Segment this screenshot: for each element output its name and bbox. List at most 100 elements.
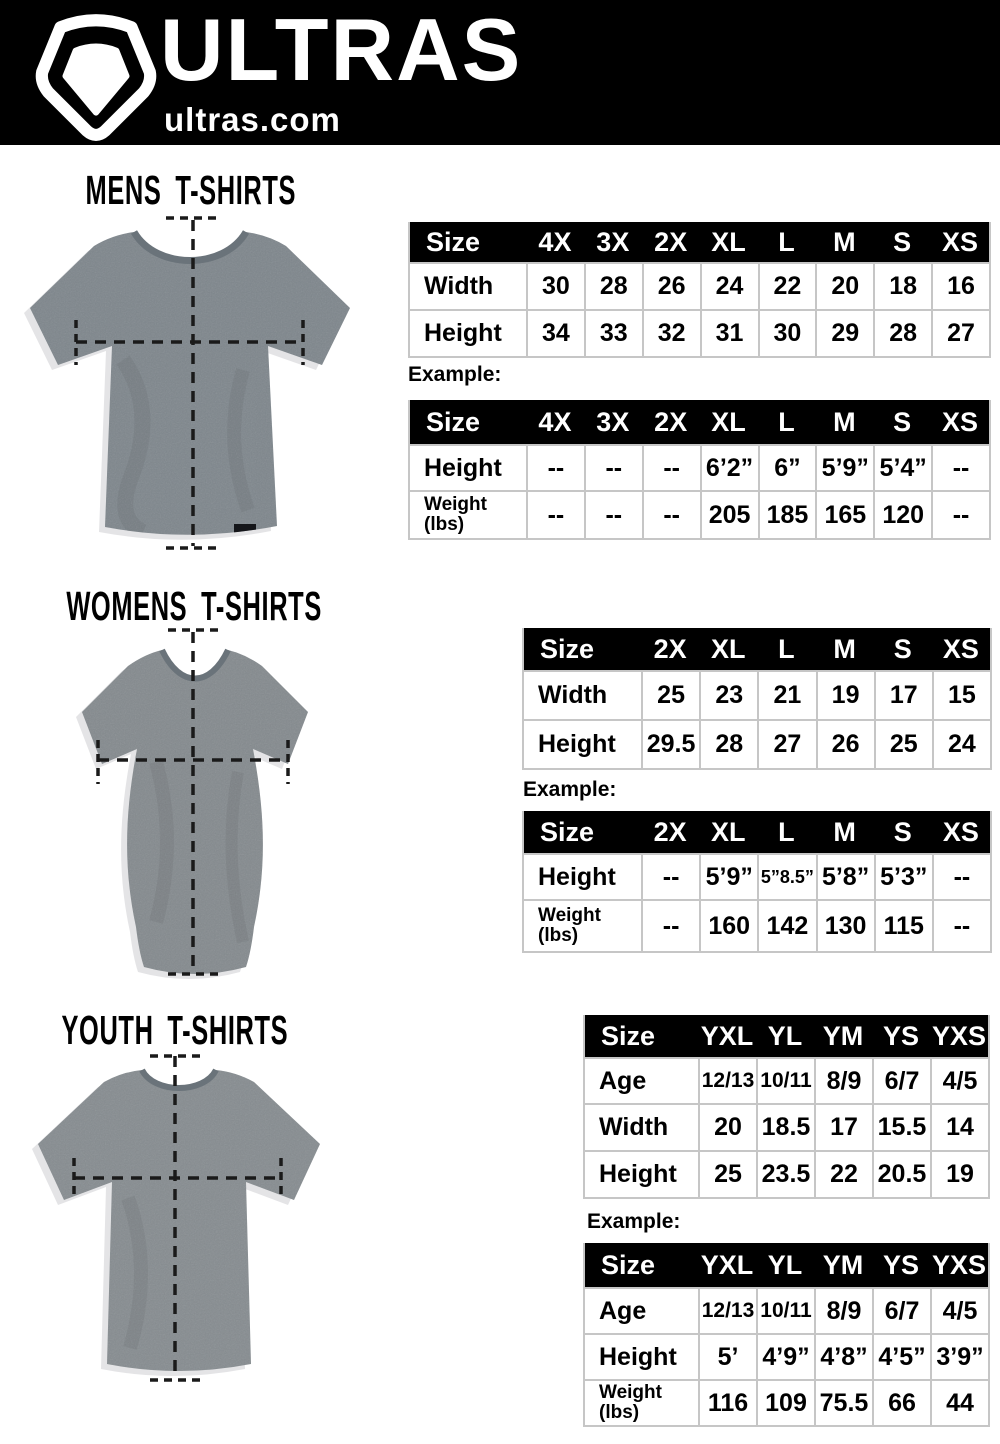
- size-column-header: 3X: [583, 400, 642, 444]
- youth-tshirt-image: [38, 1054, 320, 1382]
- row-label: Width: [524, 670, 641, 719]
- size-column-header: 2X: [641, 400, 700, 444]
- size-column-header: YXL: [698, 1243, 756, 1287]
- size-value-cell: 24: [699, 262, 758, 309]
- size-value-cell: 185: [757, 490, 816, 538]
- youth-example-label: Example:: [587, 1210, 681, 1233]
- womens-section-title: WOMENS T-SHIRTS: [66, 583, 322, 629]
- size-column-header: 3X: [583, 222, 642, 262]
- ultras-pentagon-shield-icon: [35, 14, 157, 141]
- size-value-cell: 115: [873, 899, 932, 951]
- size-value-cell: --: [583, 444, 642, 490]
- size-value-cell: 165: [815, 490, 874, 538]
- size-column-header: XS: [931, 222, 989, 262]
- size-value-cell: 5’3”: [873, 853, 932, 899]
- size-column-header: L: [757, 400, 816, 444]
- measurement-lines: [74, 216, 305, 550]
- size-value-cell: 15.5: [872, 1103, 930, 1150]
- size-value-cell: 8/9: [814, 1287, 872, 1333]
- size-value-cell: 10/11: [756, 1287, 814, 1333]
- measurement-lines: [72, 1054, 283, 1382]
- size-value-cell: 5”8.5”: [757, 853, 816, 899]
- size-value-cell: 5’: [698, 1333, 756, 1379]
- size-value-cell: 29: [815, 309, 874, 356]
- size-header-cell: Size: [585, 1015, 698, 1057]
- row-label: Height: [410, 309, 526, 356]
- row-label: Age: [585, 1287, 698, 1333]
- size-value-cell: 66: [872, 1379, 930, 1425]
- size-value-cell: 4’9”: [756, 1333, 814, 1379]
- size-column-header: S: [873, 222, 932, 262]
- size-value-cell: 32: [641, 309, 700, 356]
- size-value-cell: 23: [699, 670, 758, 719]
- size-value-cell: 23.5: [756, 1150, 814, 1197]
- size-value-cell: 5’9”: [815, 444, 874, 490]
- size-value-cell: 19: [930, 1150, 988, 1197]
- collar: [130, 230, 250, 264]
- size-column-header: M: [815, 222, 874, 262]
- youth-section-title: YOUTH T-SHIRTS: [61, 1007, 289, 1053]
- youth-example-table: Size YXL YL YM YS YXS Age 12/13 10/11 8/9 6/7 4/5 He…: [583, 1243, 990, 1427]
- size-column-header: XL: [699, 628, 758, 670]
- size-value-cell: 109: [756, 1379, 814, 1425]
- size-value-cell: 6/7: [872, 1287, 930, 1333]
- size-column-header: XL: [699, 811, 758, 853]
- wrinkle-shading: [225, 770, 249, 944]
- size-header-cell: Size: [410, 222, 526, 262]
- size-column-header: YXL: [698, 1015, 756, 1057]
- wrinkle-shading: [149, 760, 174, 924]
- mens-section-title: MENS T-SHIRTS: [85, 167, 297, 213]
- size-value-cell: 28: [583, 262, 642, 309]
- mens-size-table: Size 4X 3X 2X XL L M S XS Width 30 28 26 24 22 20 18 16 He…: [408, 222, 991, 358]
- size-value-cell: 17: [873, 670, 932, 719]
- size-value-cell: 6’2”: [699, 444, 758, 490]
- size-column-header: M: [815, 400, 874, 444]
- size-value-cell: 19: [815, 670, 874, 719]
- site-header: ULTRAS ultras.com: [0, 0, 1000, 145]
- size-value-cell: 4/5: [930, 1287, 988, 1333]
- size-value-cell: 142: [757, 899, 816, 951]
- size-header-cell: Size: [410, 400, 526, 444]
- size-value-cell: 25: [641, 670, 700, 719]
- size-value-cell: 31: [699, 309, 758, 356]
- size-value-cell: 130: [815, 899, 874, 951]
- size-value-cell: 27: [931, 309, 989, 356]
- measurement-lines: [96, 628, 290, 976]
- size-value-cell: 4/5: [930, 1057, 988, 1103]
- size-value-cell: 25: [698, 1150, 756, 1197]
- size-column-header: XL: [699, 222, 758, 262]
- size-column-header: S: [873, 400, 932, 444]
- size-value-cell: 20.5: [872, 1150, 930, 1197]
- size-value-cell: 18.5: [756, 1103, 814, 1150]
- size-value-cell: 6”: [757, 444, 816, 490]
- size-column-header: 2X: [641, 222, 700, 262]
- size-value-cell: 20: [698, 1103, 756, 1150]
- size-value-cell: 6/7: [872, 1057, 930, 1103]
- mens-example-label: Example:: [408, 363, 502, 386]
- size-column-header: S: [873, 811, 932, 853]
- size-value-cell: 75.5: [814, 1379, 872, 1425]
- size-value-cell: --: [526, 490, 584, 538]
- size-value-cell: 20: [815, 262, 874, 309]
- womens-example-label: Example:: [523, 778, 617, 801]
- size-value-cell: --: [526, 444, 584, 490]
- size-value-cell: 5’8”: [815, 853, 874, 899]
- size-value-cell: 33: [583, 309, 642, 356]
- row-label: Weight (lbs): [524, 899, 641, 951]
- brand-name: ULTRAS: [160, 0, 523, 99]
- size-value-cell: 30: [757, 309, 816, 356]
- size-column-header: YXS: [930, 1243, 988, 1287]
- size-value-cell: 29.5: [641, 719, 700, 768]
- size-value-cell: 8/9: [814, 1057, 872, 1103]
- size-column-header: YM: [814, 1015, 872, 1057]
- row-label: Weight (lbs): [585, 1379, 698, 1425]
- size-value-cell: --: [931, 853, 990, 899]
- size-value-cell: 160: [699, 899, 758, 951]
- size-value-cell: --: [931, 490, 989, 538]
- size-column-header: XS: [931, 400, 989, 444]
- size-column-header: 2X: [641, 811, 700, 853]
- mens-example-table: Size 4X 3X 2X XL L M S XS Height -- -- -- 6’2” 6” 5’9” 5…: [408, 400, 991, 540]
- size-value-cell: 34: [526, 309, 584, 356]
- size-column-header: YL: [756, 1015, 814, 1057]
- wrinkle-shading: [227, 368, 255, 513]
